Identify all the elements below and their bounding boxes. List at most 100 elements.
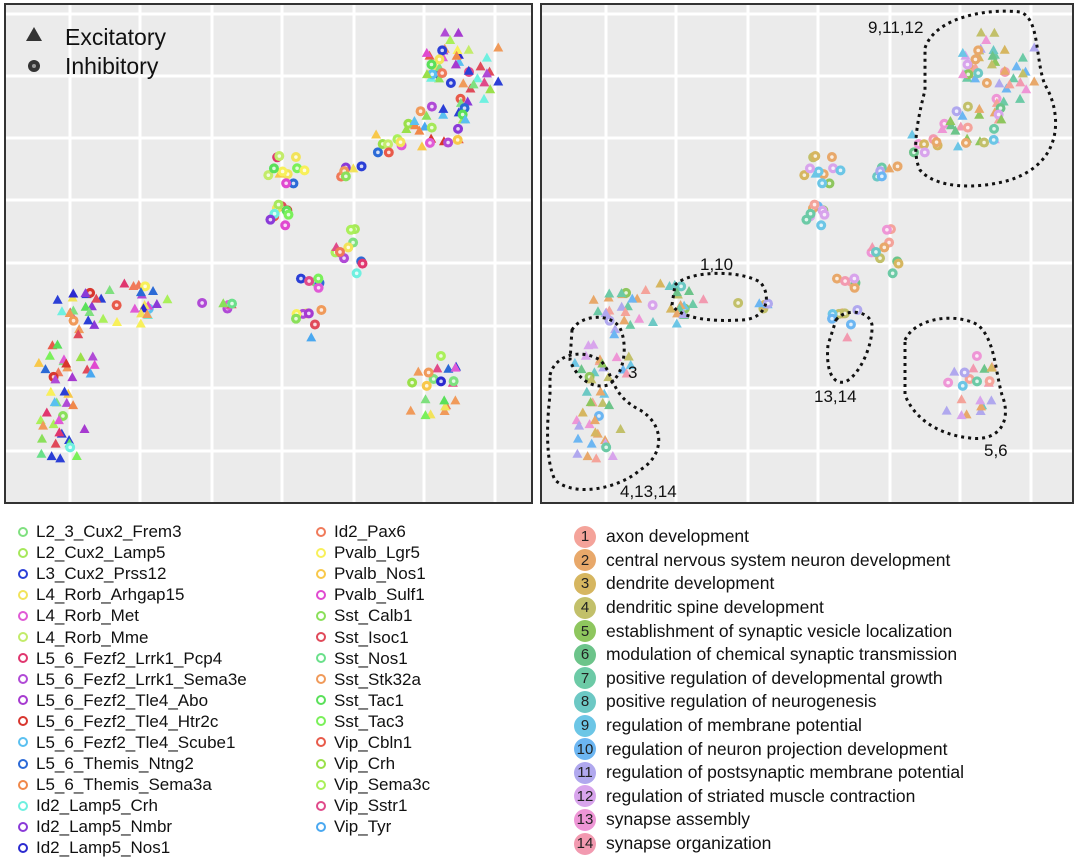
excitatory-point (754, 298, 765, 308)
excitatory-point (625, 359, 636, 369)
excitatory-point (371, 129, 382, 139)
excitatory-point (586, 438, 597, 448)
excitatory-point (999, 65, 1010, 75)
excitatory-point (468, 79, 479, 89)
excitatory-point (44, 350, 55, 360)
inhibitory-point-center (976, 48, 980, 53)
inhibitory-point-center (386, 142, 390, 147)
inhibitory-point-center (439, 379, 443, 384)
cell-type-legend-col1: L2_3_Cux2_Frem3 L2_Cux2_Lamp5 L3_Cux2_Prss… (6, 521, 247, 859)
inhibitory-point-center (604, 445, 608, 450)
cell-type-legend-item: L5_6_Fezf2_Tle4_Htr2c (6, 711, 247, 732)
inhibitory-point-center (882, 245, 887, 250)
excitatory-point (142, 309, 153, 319)
left-panel-points (33, 27, 504, 463)
excitatory-point (68, 400, 79, 410)
excitatory-point (45, 386, 56, 396)
excitatory-point (989, 27, 1000, 37)
inhibitory-point-center (819, 223, 824, 228)
excitatory-point (1017, 52, 1028, 62)
excitatory-point (135, 318, 146, 328)
excitatory-point (61, 397, 72, 407)
inhibitory-point-center (992, 127, 996, 131)
excitatory-point (438, 103, 449, 113)
cell-type-swatch (316, 695, 326, 706)
inhibitory-point-center (449, 81, 453, 85)
inhibitory-point-center (942, 121, 947, 126)
excitatory-point (85, 368, 96, 378)
inhibitory-point-center (456, 127, 460, 131)
cell-type-legend-item: L4_Rorb_Arhgap15 (6, 584, 247, 605)
excitatory-point (450, 395, 461, 405)
inhibitory-point-center (812, 202, 817, 207)
excitatory-point (111, 317, 122, 327)
excitatory-point (432, 363, 443, 373)
excitatory-point (61, 358, 72, 368)
excitatory-point (1004, 79, 1015, 89)
cluster-labels: 9,11,12 1,10 3 13,14 5,6 4,13,14 (620, 18, 1008, 501)
cell-type-swatch (316, 589, 326, 600)
excitatory-point (493, 76, 504, 86)
inhibitory-point-center (966, 104, 970, 109)
excitatory-point (576, 364, 587, 374)
cell-type-label: Sst_Calb1 (334, 606, 413, 626)
cell-type-legend-col2: Id2_Pax6 Pvalb_Lgr5 Pvalb_Nos1 Pvalb_Sulf1 S… (304, 521, 430, 837)
cell-type-legend-item: Sst_Isoc1 (304, 626, 430, 647)
inhibitory-point-center (808, 166, 812, 171)
excitatory-point (620, 306, 631, 316)
cell-type-legend-item: L5_6_Fezf2_Lrrk1_Sema3e (6, 669, 247, 690)
inhibitory-point-center (982, 140, 986, 145)
excitatory-point (71, 450, 82, 460)
excitatory-point (450, 362, 461, 372)
excitatory-point (38, 420, 49, 430)
excitatory-point (619, 315, 630, 325)
excitatory-point (128, 280, 139, 290)
excitatory-point (405, 405, 416, 415)
inhibitory-point-center (316, 285, 321, 290)
inhibitory-point-center (831, 166, 835, 171)
excitatory-point (40, 364, 51, 374)
excitatory-point (615, 424, 626, 434)
cell-type-legend-item: Id2_Lamp5_Crh (6, 795, 247, 816)
go-term-label: central nervous system neuron developmen… (606, 549, 951, 570)
inhibitory-point-center (455, 138, 460, 142)
excitatory-point (937, 124, 948, 134)
excitatory-point (218, 298, 229, 308)
inhibitory-point-center (964, 141, 968, 145)
excitatory-point (647, 317, 658, 327)
inhibitory-point-center (446, 140, 450, 145)
cell-type-label: Sst_Stk32a (334, 669, 421, 689)
right-scatter-panel: 9,11,12 1,10 3 13,14 5,6 4,13,14 (540, 3, 1074, 504)
excitatory-point (956, 394, 967, 404)
inhibitory-point-center (922, 142, 926, 147)
excitatory-point (603, 372, 614, 382)
inhibitory-point-center (268, 217, 273, 222)
cell-type-label: Id2_Lamp5_Nos1 (36, 838, 171, 858)
excitatory-point (976, 401, 987, 411)
inhibitory-point-center (816, 169, 821, 174)
excitatory-point (50, 438, 61, 448)
excitatory-point (129, 303, 140, 313)
inhibitory-point-center (813, 154, 818, 158)
excitatory-point (604, 400, 615, 410)
cell-type-legend-item: L2_3_Cux2_Frem3 (6, 521, 247, 542)
cell-type-legend-item: Sst_Nos1 (304, 648, 430, 669)
inhibitory-point-center (307, 311, 311, 316)
inhibitory-point-center (996, 112, 1001, 117)
excitatory-point (41, 407, 52, 417)
cluster-label-1-10: 1,10 (700, 255, 733, 274)
cell-type-swatch (18, 632, 28, 643)
cell-type-legend-item: Sst_Tac1 (304, 690, 430, 711)
excitatory-point (481, 52, 492, 62)
inhibitory-point-center (975, 379, 979, 384)
cell-type-swatch (18, 653, 28, 664)
excitatory-point (665, 303, 676, 313)
cell-type-legend-item: Sst_Tac3 (304, 711, 430, 732)
inhibitory-point-center (624, 291, 628, 295)
cell-type-legend-item: L5_6_Themis_Ntng2 (6, 753, 247, 774)
inhibitory-point-center (272, 166, 276, 171)
cluster-label-3: 3 (628, 363, 637, 382)
inhibitory-point-center (462, 106, 467, 110)
go-term-legend-item: 8 positive regulation of neurogenesis (574, 690, 964, 714)
excitatory-point (119, 278, 130, 288)
